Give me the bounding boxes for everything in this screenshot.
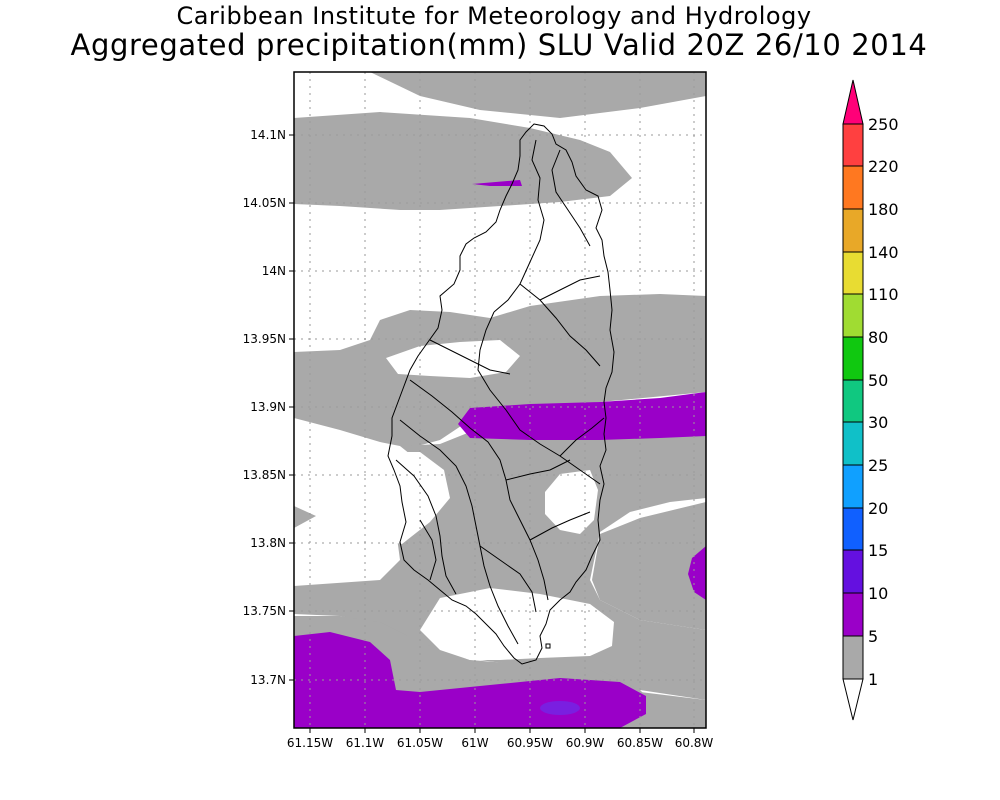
lat-tick-label: 14N: [262, 264, 286, 278]
purple-lobe-east: [688, 546, 706, 600]
colorbar-segment: [842, 421, 864, 466]
gray-band-east-lower: [592, 502, 706, 630]
institute-title: Caribbean Institute for Meteorology and …: [176, 2, 812, 30]
lon-tick-label: 60.95W: [507, 736, 553, 750]
colorbar-label: 25: [868, 456, 888, 475]
river-10: [559, 417, 605, 457]
river-9: [539, 275, 601, 301]
colorbar-segment: [842, 635, 864, 680]
white-pocket-north: [474, 214, 604, 300]
lat-tick-label: 14.1N: [250, 128, 286, 142]
river-11: [529, 511, 591, 541]
gray-lobe-west: [294, 506, 316, 528]
latitude-axis: 14.1N 14.05N 14N 13.95N 13.9N 13.85N 13.8N 13.7…: [243, 128, 294, 687]
colorbar-label: 15: [868, 541, 888, 560]
colorbar-label: 1: [868, 670, 878, 689]
colorbar-segment: [842, 165, 864, 210]
river-5: [429, 339, 511, 375]
lat-tick-label: 13.85N: [243, 468, 286, 482]
plot-frame: [293, 71, 707, 729]
lat-tick-label: 13.95N: [243, 332, 286, 346]
river-7: [399, 419, 519, 645]
river-13: [419, 519, 437, 581]
colorbar-segment: [842, 293, 864, 338]
colorbar-segment: [842, 592, 864, 637]
island-coastline: [387, 123, 615, 665]
colorbar: 250 220 180 140 110 80 50 30 25 20 15 10 5 1: [842, 79, 899, 721]
colorbar-segment: [842, 464, 864, 509]
river-8: [395, 459, 457, 595]
colorbar-label: 220: [868, 157, 899, 176]
colorbar-label: 20: [868, 499, 888, 518]
colorbar-bottom-arrow: [842, 678, 864, 721]
river-4: [477, 311, 601, 485]
lat-tick-label: 13.8N: [250, 536, 286, 550]
colorbar-label: 50: [868, 371, 888, 390]
lon-tick-label: 61W: [461, 736, 488, 750]
graticule: [294, 72, 706, 728]
lon-tick-label: 61.15W: [287, 736, 333, 750]
lon-tick-label: 60.9W: [566, 736, 605, 750]
colorbar-label: 250: [868, 115, 899, 134]
plot-area: [294, 72, 706, 728]
white-pocket-south: [420, 588, 614, 660]
colorbar-segment: [842, 336, 864, 381]
lat-tick-label: 14.05N: [243, 196, 286, 210]
precip-10-15mm-spot: [540, 701, 580, 715]
lon-tick-label: 60.85W: [617, 736, 663, 750]
colorbar-label: 110: [868, 285, 899, 304]
river-3: [519, 283, 601, 367]
purple-streak-north: [472, 180, 522, 186]
product-title: Aggregated precipitation(mm) SLU Valid 2…: [70, 28, 928, 62]
river-2: [551, 149, 591, 247]
longitude-axis: 61.15W 61.1W 61.05W 61W 60.95W 60.9W 60.85W 60.…: [287, 728, 714, 750]
lat-tick-label: 13.7N: [250, 673, 286, 687]
coastline: [387, 123, 615, 665]
lon-tick-label: 60.8W: [675, 736, 714, 750]
lat-tick-label: 13.75N: [243, 604, 286, 618]
lon-tick-label: 61.1W: [346, 736, 385, 750]
colorbar-segment: [842, 123, 864, 167]
river-14: [479, 545, 537, 613]
colorbar-label: 80: [868, 328, 888, 347]
colorbar-segment: [842, 251, 864, 295]
colorbar-segment: [842, 379, 864, 423]
colorbar-segment: [842, 507, 864, 551]
gray-fill-southeast: [600, 692, 706, 728]
river-12: [505, 459, 571, 481]
gray-band-top: [370, 72, 706, 118]
river-1: [493, 139, 545, 313]
islet: [545, 643, 551, 649]
gray-band-north: [294, 112, 632, 210]
colorbar-label: 10: [868, 584, 888, 603]
colorbar-label: 5: [868, 627, 878, 646]
colorbar-label: 140: [868, 243, 899, 262]
colorbar-segment: [842, 549, 864, 594]
colorbar-label: 180: [868, 200, 899, 219]
colorbar-label: 30: [868, 413, 888, 432]
purple-band-center: [458, 392, 706, 440]
lon-tick-label: 61.05W: [397, 736, 443, 750]
colorbar-segment: [842, 208, 864, 253]
lat-tick-label: 13.9N: [250, 400, 286, 414]
colorbar-top-arrow: [842, 79, 864, 125]
